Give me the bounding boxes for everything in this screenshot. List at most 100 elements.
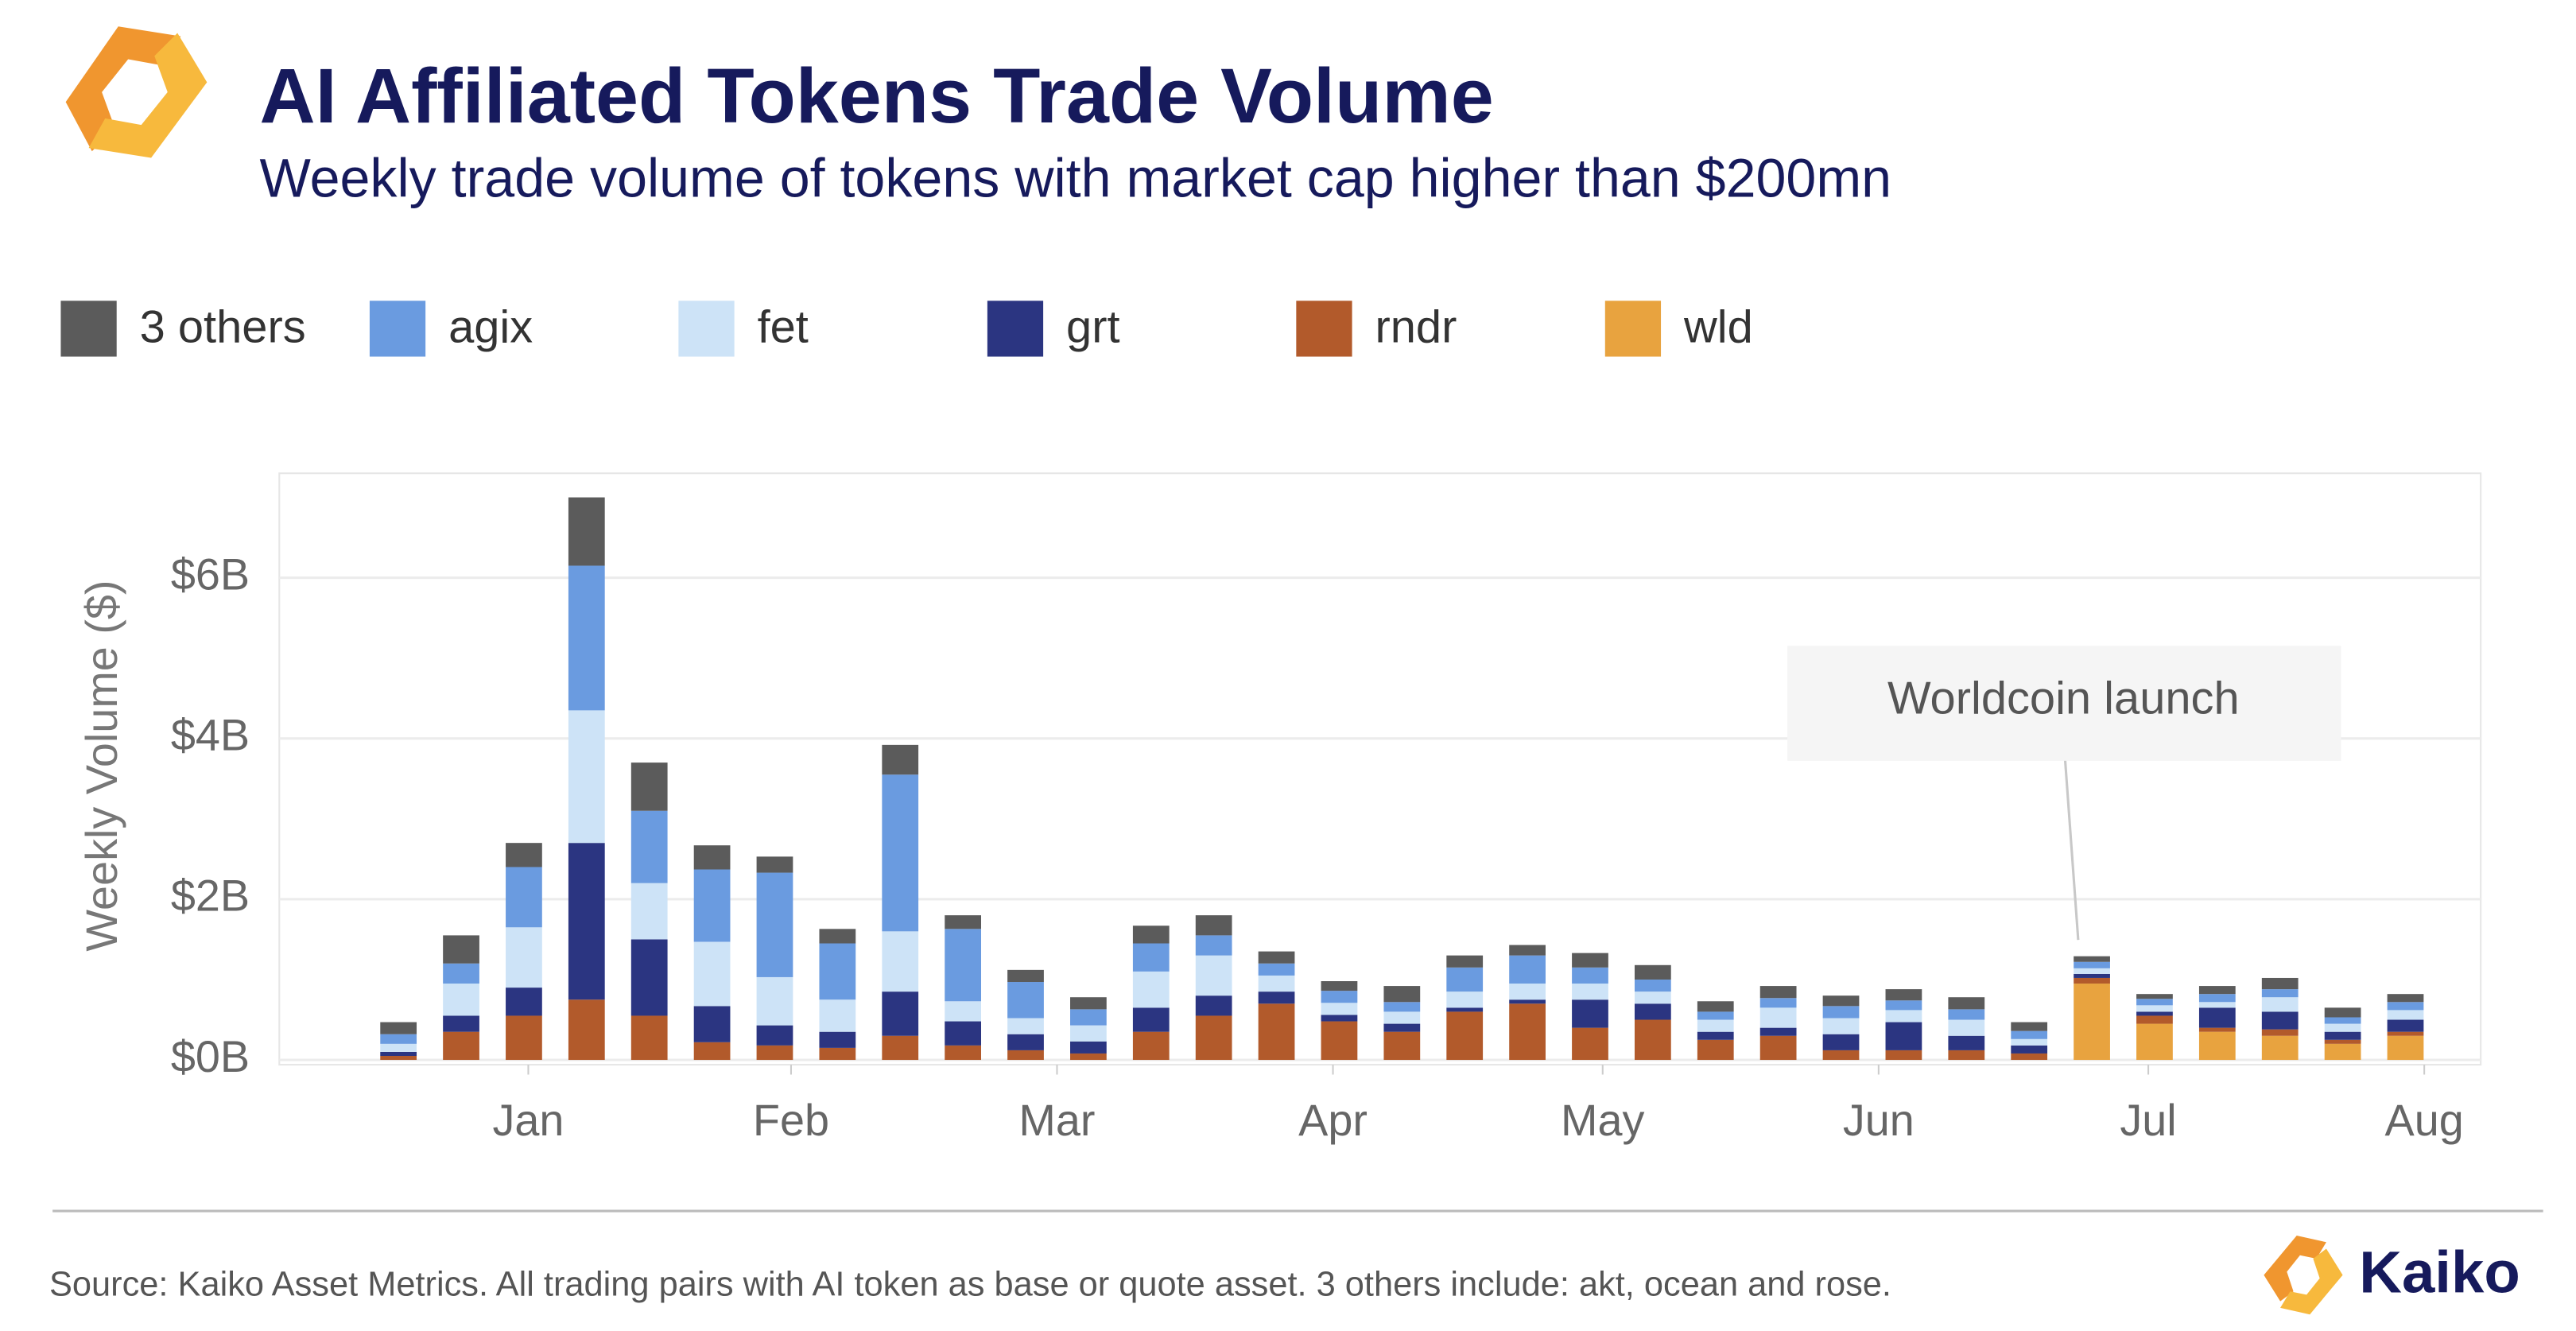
bar-segment bbox=[380, 1055, 417, 1061]
bar-segment bbox=[819, 1047, 856, 1061]
bar-segment bbox=[2387, 1035, 2424, 1061]
y-tick-label: $2B bbox=[171, 871, 250, 921]
bar-segment bbox=[2198, 986, 2236, 995]
bar-segment bbox=[1697, 1031, 1734, 1040]
bar-segment bbox=[2324, 1043, 2361, 1061]
bar-segment bbox=[2011, 1030, 2048, 1039]
bar-segment bbox=[1007, 1034, 1044, 1050]
legend-label: fet bbox=[758, 302, 809, 353]
bar-segment bbox=[693, 941, 731, 1007]
bar-segment bbox=[1634, 991, 1671, 1004]
brand-mark-left bbox=[2264, 1236, 2326, 1302]
bar-segment bbox=[756, 872, 793, 977]
bar-segment bbox=[882, 991, 919, 1036]
bar-segment bbox=[2387, 1031, 2424, 1036]
bar-segment bbox=[1885, 1022, 1922, 1050]
bar-segment bbox=[1634, 964, 1671, 980]
bar-segment bbox=[882, 774, 919, 932]
bar-segment bbox=[1822, 995, 1860, 1007]
x-tick-label: Jun bbox=[1843, 1095, 1915, 1145]
y-axis-label: Weekly Volume ($) bbox=[76, 580, 126, 951]
bar-segment bbox=[1195, 935, 1232, 956]
bar-segment bbox=[568, 843, 605, 1000]
bar-segment bbox=[2387, 1010, 2424, 1020]
bar-segment bbox=[630, 883, 668, 940]
legend-label: rndr bbox=[1375, 302, 1457, 353]
bar-segment bbox=[1759, 998, 1797, 1008]
legend-label: wld bbox=[1683, 302, 1753, 353]
bar-segment bbox=[1446, 967, 1484, 992]
bar-segment bbox=[1509, 945, 1546, 956]
bar-segment bbox=[568, 565, 605, 711]
bar-segment bbox=[568, 710, 605, 844]
legend-swatch bbox=[60, 301, 117, 357]
legend-swatch bbox=[369, 301, 426, 357]
bar-segment bbox=[1070, 1053, 1107, 1061]
bar-segment bbox=[756, 856, 793, 873]
bar-segment bbox=[1070, 1041, 1107, 1054]
bar-segment bbox=[693, 1006, 731, 1042]
y-tick-label: $0B bbox=[171, 1031, 250, 1081]
bar-segment bbox=[1697, 1011, 1734, 1020]
bar-segment bbox=[1007, 1050, 1044, 1061]
bar-segment bbox=[1132, 943, 1170, 972]
bar-segment bbox=[2074, 968, 2110, 974]
bar-segment bbox=[2074, 973, 2110, 978]
bar-segment bbox=[1885, 1000, 1922, 1011]
brand-mark-right bbox=[2280, 1248, 2343, 1315]
bar-segment bbox=[630, 939, 668, 1016]
bar-segment bbox=[1258, 1003, 1295, 1061]
bar-segment bbox=[443, 963, 479, 984]
x-tick-label: Apr bbox=[1298, 1095, 1368, 1145]
bar-segment bbox=[2261, 1029, 2299, 1036]
bar-segment bbox=[2261, 997, 2299, 1012]
bar-segment bbox=[630, 763, 668, 811]
bar-segment bbox=[2198, 994, 2236, 1003]
bar-segment bbox=[2011, 1053, 2048, 1061]
bar-segment bbox=[2198, 1007, 2236, 1028]
bar-segment bbox=[1822, 1018, 1860, 1034]
chart-subtitle: Weekly trade volume of tokens with marke… bbox=[259, 149, 1891, 209]
bar-segment bbox=[2074, 977, 2110, 984]
bar-segment bbox=[1759, 986, 1797, 999]
bar-segment bbox=[1446, 1007, 1484, 1012]
source-note: Source: Kaiko Asset Metrics. All trading… bbox=[49, 1266, 1891, 1304]
bar-segment bbox=[1759, 1027, 1797, 1036]
bar-segment bbox=[756, 1025, 793, 1046]
bar-segment bbox=[819, 1031, 856, 1048]
x-tick-label: Mar bbox=[1018, 1095, 1095, 1145]
logo bbox=[65, 26, 208, 158]
bar-segment bbox=[1383, 1011, 1421, 1024]
bar-segment bbox=[568, 497, 605, 566]
bar-segment bbox=[2387, 1002, 2424, 1011]
logo-left bbox=[65, 26, 181, 152]
bar-segment bbox=[2136, 994, 2173, 999]
bar-segment bbox=[1509, 955, 1546, 984]
bar-segment bbox=[1446, 1011, 1484, 1061]
bar-segment bbox=[1509, 984, 1546, 1000]
bar-segment bbox=[1822, 1006, 1860, 1019]
brand-logo: Kaiko bbox=[2264, 1236, 2520, 1315]
bar-segment bbox=[2011, 1022, 2048, 1031]
bar-segment bbox=[1948, 1019, 1985, 1036]
bar-segment bbox=[1258, 991, 1295, 1004]
bar-segment bbox=[2261, 1011, 2299, 1030]
bar-segment bbox=[945, 1045, 982, 1061]
bar-segment bbox=[1948, 1050, 1985, 1061]
legend-swatch bbox=[1604, 301, 1662, 357]
bar-segment bbox=[1258, 951, 1295, 964]
bar-segment bbox=[630, 810, 668, 883]
bar-segment bbox=[882, 1035, 919, 1061]
bar-segment bbox=[1321, 1015, 1358, 1022]
bar-segment bbox=[1007, 1018, 1044, 1034]
bar-segment bbox=[2136, 1005, 2173, 1012]
legend-swatch bbox=[678, 301, 735, 357]
brand-name: Kaiko bbox=[2359, 1239, 2520, 1305]
bar-segment bbox=[1070, 997, 1107, 1010]
bar-segment bbox=[1822, 1050, 1860, 1061]
legend-label: 3 others bbox=[140, 302, 306, 353]
bar-segment bbox=[1195, 955, 1232, 996]
bar-segment bbox=[1885, 1010, 1922, 1023]
bar-segment bbox=[1948, 997, 1985, 1010]
legend-swatch bbox=[987, 301, 1044, 357]
